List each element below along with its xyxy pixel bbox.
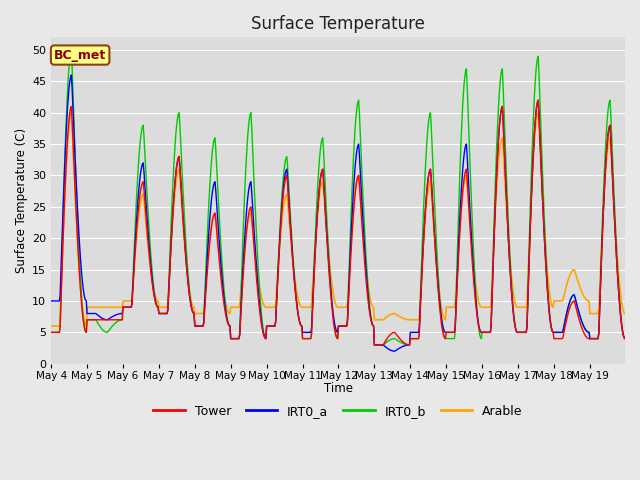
Text: BC_met: BC_met xyxy=(54,48,106,61)
Title: Surface Temperature: Surface Temperature xyxy=(251,15,425,33)
X-axis label: Time: Time xyxy=(324,382,353,395)
Legend: Tower, IRT0_a, IRT0_b, Arable: Tower, IRT0_a, IRT0_b, Arable xyxy=(148,400,528,423)
Y-axis label: Surface Temperature (C): Surface Temperature (C) xyxy=(15,128,28,273)
